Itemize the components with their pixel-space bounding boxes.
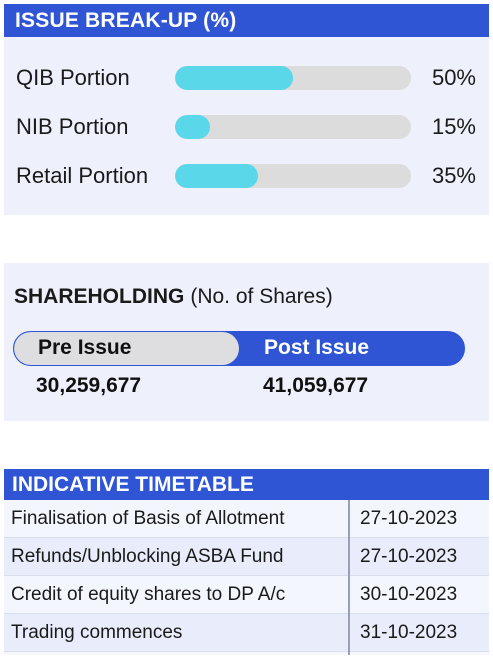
breakup-row-retail: Retail Portion 35% — [4, 161, 489, 191]
timetable-row: Refunds/Unblocking ASBA Fund 27-10-2023 — [4, 538, 489, 576]
pre-issue-segment — [14, 332, 239, 365]
issue-breakup-card: ISSUE BREAK-UP (%) QIB Portion 50% NIB P… — [4, 4, 489, 215]
breakup-fill — [175, 164, 258, 188]
shareholding-subtitle: (No. of Shares) — [190, 285, 333, 308]
post-issue-value: 41,059,677 — [263, 374, 369, 397]
timetable-title: INDICATIVE TIMETABLE — [4, 469, 489, 500]
timetable-event: Credit of equity shares to DP A/c — [11, 584, 286, 605]
timetable-row: Finalisation of Basis of Allotment 27-10… — [4, 500, 489, 538]
shareholding-card: SHAREHOLDING (No. of Shares) Pre Issue Po… — [4, 263, 489, 421]
timetable-row: Credit of equity shares to DP A/c 30-10-… — [4, 576, 489, 614]
breakup-label: QIB Portion — [16, 65, 130, 90]
timetable-date: 31-10-2023 — [360, 622, 458, 643]
breakup-percent: 50% — [431, 65, 476, 90]
shareholding-title: SHAREHOLDING (No. of Shares) — [14, 285, 333, 309]
timetable-date: 27-10-2023 — [360, 508, 458, 529]
timetable-row: Trading commences 31-10-2023 — [4, 614, 489, 652]
timetable-date: 30-10-2023 — [360, 584, 458, 605]
timetable-column-divider — [348, 500, 350, 655]
breakup-percent: 35% — [431, 163, 476, 188]
breakup-percent: 15% — [431, 114, 476, 139]
breakup-row-qib: QIB Portion 50% — [4, 63, 489, 93]
pre-issue-value: 30,259,677 — [36, 374, 142, 397]
timetable-event: Refunds/Unblocking ASBA Fund — [11, 546, 284, 567]
breakup-fill — [175, 115, 211, 139]
breakup-track — [175, 115, 411, 139]
timetable-date: 27-10-2023 — [360, 546, 458, 567]
issue-breakup-title: ISSUE BREAK-UP (%) — [4, 4, 489, 37]
breakup-label: NIB Portion — [16, 114, 129, 139]
breakup-fill — [175, 66, 293, 90]
breakup-track — [175, 164, 411, 188]
timetable-event: Trading commences — [11, 622, 183, 643]
timetable-event: Finalisation of Basis of Allotment — [11, 508, 285, 529]
breakup-track — [175, 66, 411, 90]
shareholding-pill: Pre Issue Post Issue — [13, 331, 465, 366]
pre-issue-label: Pre Issue — [38, 336, 132, 359]
breakup-label: Retail Portion — [16, 163, 149, 188]
timetable-body: Finalisation of Basis of Allotment 27-10… — [4, 500, 489, 652]
post-issue-label: Post Issue — [264, 336, 370, 359]
breakup-row-nib: NIB Portion 15% — [4, 112, 489, 142]
timetable-card: INDICATIVE TIMETABLE Finalisation of Bas… — [4, 469, 489, 655]
shareholding-heading: SHAREHOLDING — [14, 285, 185, 308]
